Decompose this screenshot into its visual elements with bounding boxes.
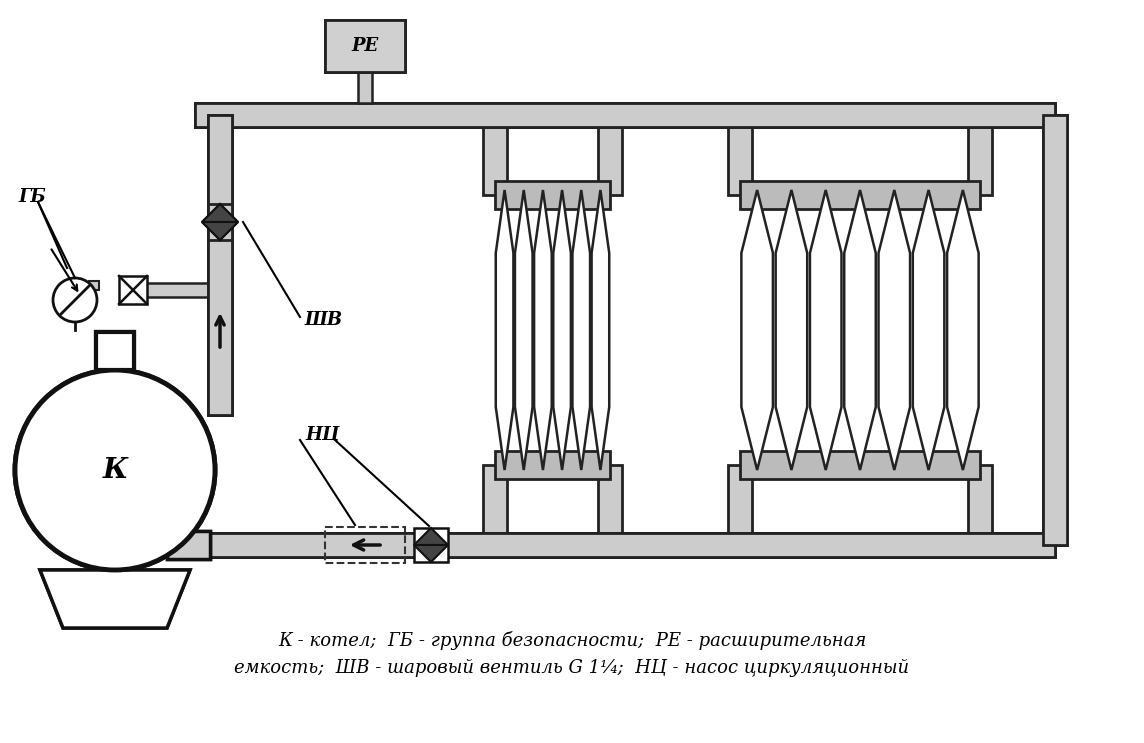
Bar: [167, 531, 210, 559]
Bar: [1043, 115, 1067, 545]
Bar: [208, 240, 232, 415]
Bar: [119, 276, 146, 304]
Bar: [154, 533, 1055, 557]
Bar: [208, 115, 232, 204]
Bar: [89, 281, 100, 290]
Polygon shape: [534, 190, 551, 470]
Bar: [483, 465, 507, 545]
Polygon shape: [202, 222, 238, 240]
Circle shape: [53, 278, 97, 322]
Bar: [495, 181, 610, 209]
Bar: [358, 72, 372, 103]
Bar: [96, 332, 134, 370]
Bar: [483, 115, 507, 195]
Polygon shape: [202, 222, 238, 240]
Bar: [968, 115, 992, 195]
Bar: [740, 451, 980, 479]
Polygon shape: [515, 190, 533, 470]
Bar: [325, 527, 405, 563]
Polygon shape: [879, 190, 911, 470]
Text: К - котел;  ГБ - группа безопасности;  РЕ - расширительная: К - котел; ГБ - группа безопасности; РЕ …: [278, 631, 866, 649]
Bar: [325, 20, 405, 72]
Text: НЦ: НЦ: [305, 426, 340, 444]
Bar: [728, 465, 752, 545]
Bar: [598, 465, 622, 545]
Polygon shape: [40, 570, 190, 628]
Polygon shape: [414, 528, 448, 545]
Bar: [194, 103, 1055, 127]
Polygon shape: [572, 190, 590, 470]
Bar: [414, 528, 448, 562]
Bar: [208, 115, 232, 415]
Polygon shape: [741, 190, 773, 470]
Bar: [968, 465, 992, 545]
Bar: [120, 283, 208, 297]
Polygon shape: [495, 190, 514, 470]
Polygon shape: [810, 190, 842, 470]
Bar: [598, 115, 622, 195]
Polygon shape: [844, 190, 876, 470]
Polygon shape: [913, 190, 944, 470]
Polygon shape: [591, 190, 610, 470]
Text: К: К: [102, 456, 128, 484]
Polygon shape: [202, 204, 238, 222]
Bar: [96, 332, 134, 370]
Bar: [325, 20, 405, 72]
Text: емкость;  ШВ - шаровый вентиль G 1¹⁄₄;  НЦ - насос циркуляционный: емкость; ШВ - шаровый вентиль G 1¹⁄₄; НЦ…: [235, 659, 909, 677]
Circle shape: [15, 370, 215, 570]
Polygon shape: [202, 204, 238, 222]
Text: РЕ: РЕ: [351, 37, 379, 55]
Text: РЕ: РЕ: [351, 37, 379, 55]
Text: ШВ: ШВ: [305, 311, 343, 329]
Bar: [728, 115, 752, 195]
Polygon shape: [776, 190, 808, 470]
Bar: [740, 181, 980, 209]
Polygon shape: [40, 570, 190, 628]
Text: К: К: [102, 456, 128, 484]
Bar: [154, 533, 1055, 557]
Bar: [194, 103, 1055, 127]
Polygon shape: [947, 190, 978, 470]
Polygon shape: [414, 545, 448, 562]
Bar: [495, 451, 610, 479]
Polygon shape: [554, 190, 571, 470]
Bar: [154, 533, 1055, 557]
Bar: [208, 115, 232, 415]
Bar: [1043, 115, 1067, 545]
Bar: [208, 115, 232, 370]
Text: ГБ: ГБ: [18, 188, 46, 206]
Bar: [167, 531, 210, 559]
Circle shape: [15, 370, 215, 570]
Bar: [194, 103, 1055, 127]
